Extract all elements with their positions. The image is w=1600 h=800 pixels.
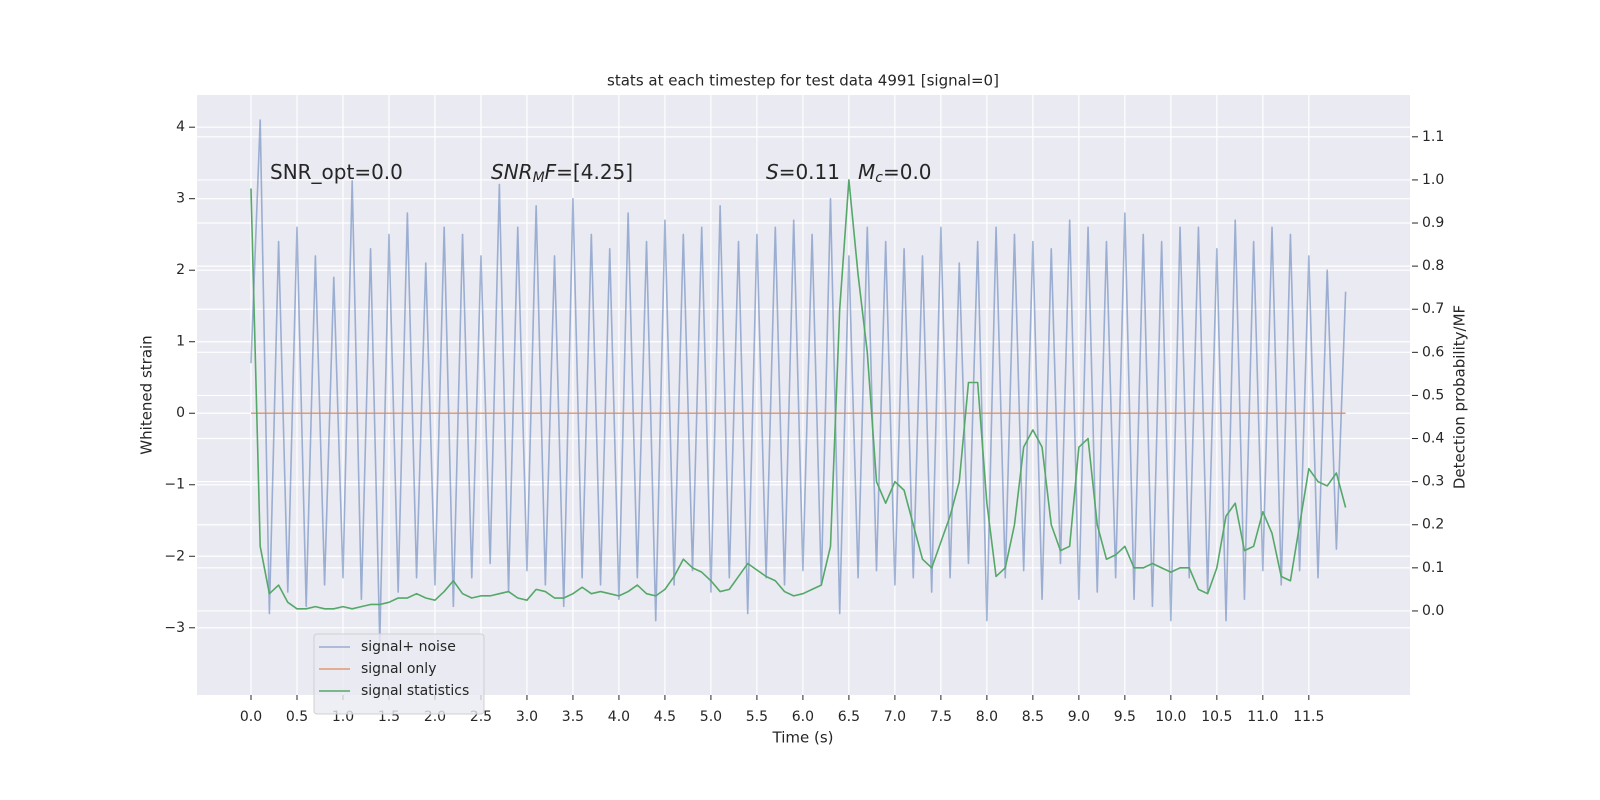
x-tick-label: 3.0 — [516, 709, 538, 725]
y2-axis-label: Detection probability/MF — [1451, 305, 1469, 489]
annotation-part: M — [533, 170, 545, 186]
y2-tick-label: 1.1 — [1422, 129, 1444, 145]
y2-tick-label: 0.2 — [1422, 517, 1444, 533]
x-tick-label: 0.0 — [240, 709, 262, 725]
legend-label: signal statistics — [361, 683, 469, 699]
x-tick-label: 8.0 — [976, 709, 998, 725]
legend-label: signal+ noise — [361, 639, 456, 655]
x-tick-label: 6.0 — [792, 709, 814, 725]
y-tick-label: −1 — [164, 477, 185, 493]
legend-label: signal only — [361, 661, 436, 677]
annotation-part: c — [875, 170, 883, 186]
x-tick-label: 5.5 — [746, 709, 768, 725]
y2-tick-label: 0.3 — [1422, 474, 1444, 490]
x-tick-label: 8.5 — [1022, 709, 1044, 725]
annotation-part: SNR_opt=0.0 — [270, 160, 403, 184]
legend-box — [313, 633, 485, 715]
x-tick-label: 7.5 — [930, 709, 952, 725]
y2-tick-label: 0.5 — [1422, 387, 1444, 403]
y-tick-label: 2 — [176, 262, 185, 278]
annotation-part: F — [545, 160, 557, 184]
x-tick-label: 11.5 — [1293, 709, 1324, 725]
annotation-part: SNR — [491, 160, 533, 184]
y2-tick-label: 0.4 — [1422, 431, 1444, 447]
annotation-part: =[4.25] — [556, 160, 633, 184]
y2-tick-label: 0.0 — [1422, 603, 1444, 619]
x-tick-label: 0.5 — [286, 709, 308, 725]
x-tick-label: 4.0 — [608, 709, 630, 725]
annotation-part: =0.11 — [779, 160, 840, 184]
y-axis-label: Whitened strain — [138, 335, 156, 454]
y-tick-label: 1 — [176, 334, 185, 350]
x-tick-label: 3.5 — [562, 709, 584, 725]
annotation-part: M — [858, 160, 875, 184]
x-tick-label: 4.5 — [654, 709, 676, 725]
y-tick-label: 4 — [176, 119, 185, 135]
annotation: S=0.11 — [766, 160, 840, 184]
x-tick-label: 11.0 — [1247, 709, 1278, 725]
y2-tick-label: 0.1 — [1422, 560, 1444, 576]
x-tick-label: 9.5 — [1114, 709, 1136, 725]
annotation-part: S — [766, 160, 779, 184]
y2-tick-label: 0.9 — [1422, 215, 1444, 231]
y-tick-label: −2 — [164, 548, 185, 564]
series-line — [250, 119, 1347, 643]
chart-title: stats at each timestep for test data 499… — [607, 72, 999, 90]
y2-tick-label: 0.7 — [1422, 301, 1444, 317]
y-tick-label: −3 — [164, 620, 185, 636]
x-tick-label: 10.0 — [1155, 709, 1186, 725]
annotation: SNRMF=[4.25] — [491, 160, 633, 187]
y-tick-label: 0 — [176, 405, 185, 421]
x-tick-label: 5.0 — [700, 709, 722, 725]
y2-tick-label: 1.0 — [1422, 172, 1444, 188]
series-line — [250, 179, 1347, 610]
annotation: SNR_opt=0.0 — [270, 160, 403, 184]
x-tick-label: 10.5 — [1201, 709, 1232, 725]
annotation: Mc=0.0 — [858, 160, 932, 187]
x-axis-label: Time (s) — [772, 729, 834, 747]
y2-tick-label: 0.8 — [1422, 258, 1444, 274]
x-tick-label: 7.0 — [884, 709, 906, 725]
y2-tick-label: 0.6 — [1422, 344, 1444, 360]
annotation-part: =0.0 — [883, 160, 932, 184]
x-tick-label: 6.5 — [838, 709, 860, 725]
y-tick-label: 3 — [176, 191, 185, 207]
x-tick-label: 9.0 — [1068, 709, 1090, 725]
